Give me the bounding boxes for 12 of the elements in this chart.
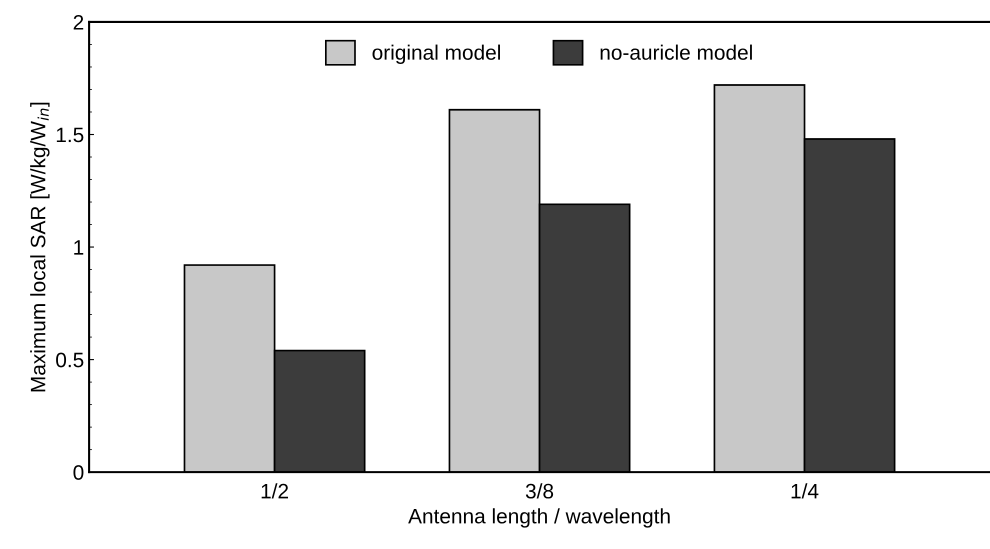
y-axis-title: Maximum local SAR [W/kg/W$_{in}$] xyxy=(30,102,50,392)
x-tick-label: 3/8 xyxy=(526,483,554,499)
legend-label: original model xyxy=(372,44,500,64)
x-axis-title: Antenna length / wavelength xyxy=(408,508,670,528)
x-tick-label: 1/4 xyxy=(792,483,818,499)
y-tick-label: 0 xyxy=(73,465,84,480)
y-tick-label: 1 xyxy=(74,240,84,255)
y-tick-label: 2 xyxy=(74,14,84,30)
y-tick-label: 0.5 xyxy=(56,352,84,368)
y-tick-label: 1.5 xyxy=(56,128,84,142)
x-tick-label: 1/2 xyxy=(262,483,288,499)
legend-label: no-auricle model xyxy=(600,44,752,60)
